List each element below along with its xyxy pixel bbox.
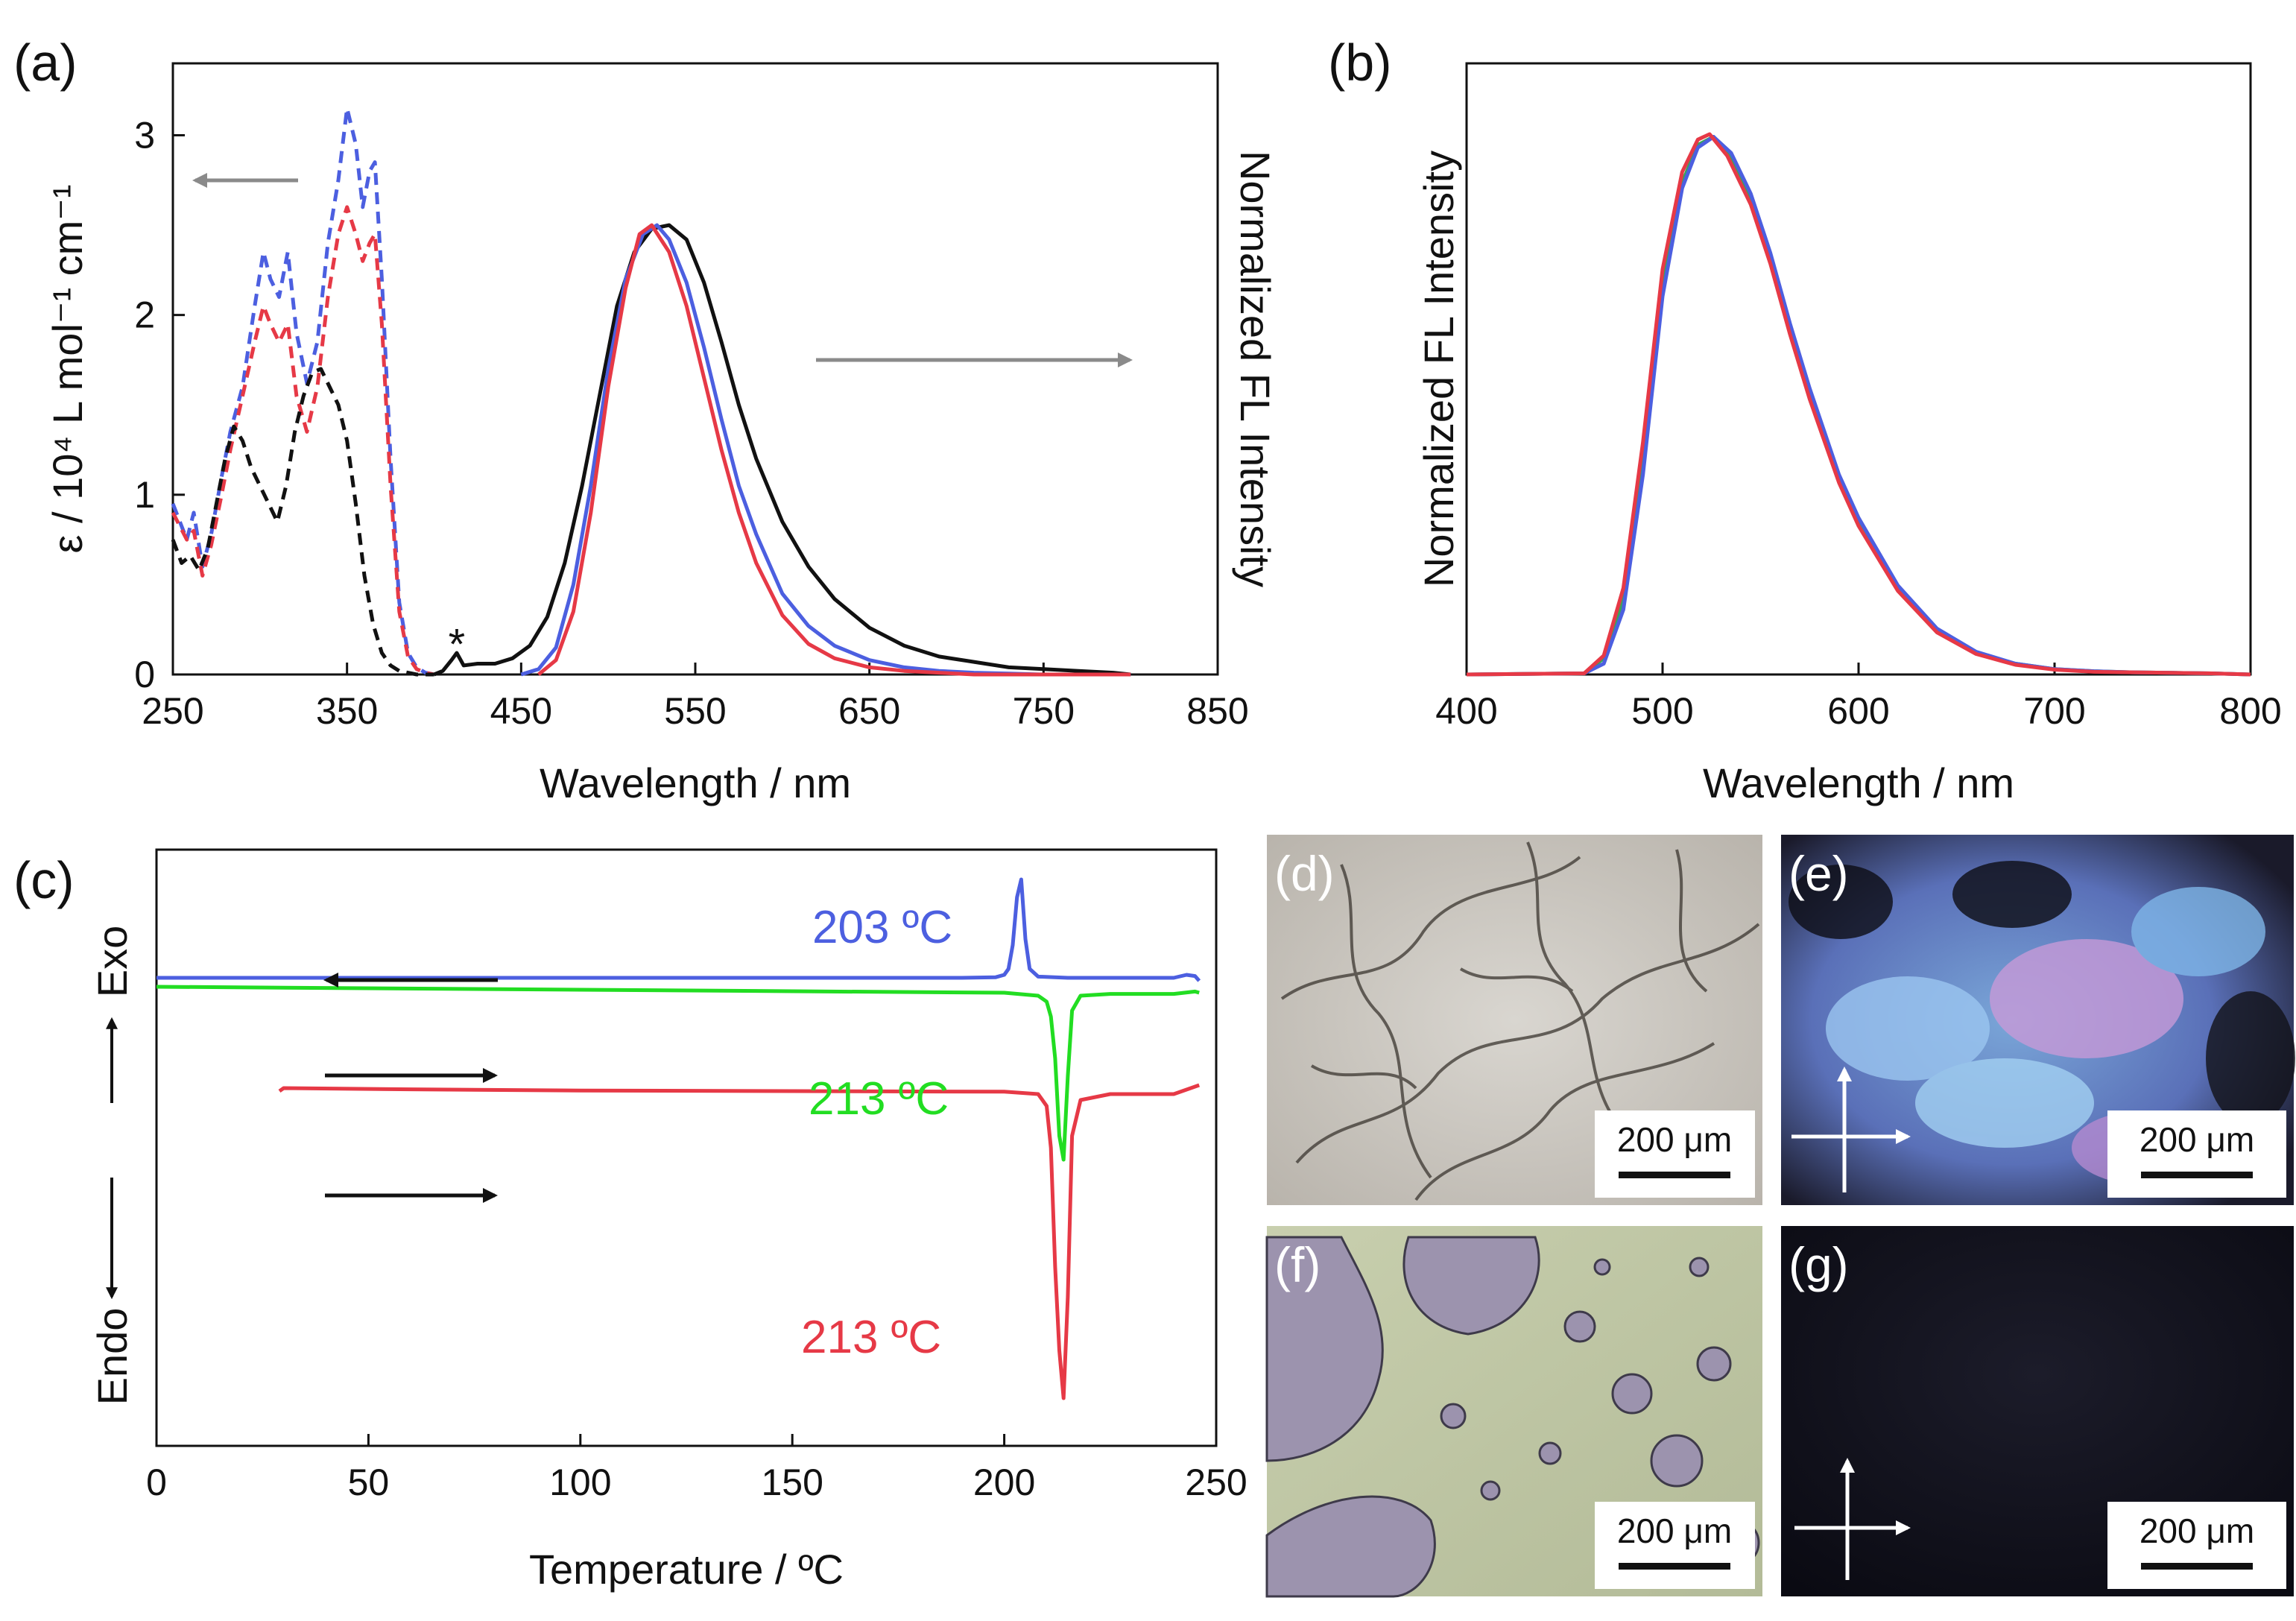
series-fl-red xyxy=(537,223,1131,677)
panel-b-frame xyxy=(1465,62,2252,676)
micrograph-f-droplets xyxy=(1265,1236,1760,1598)
micrograph-e-scale-text: 200 μm xyxy=(2140,1120,2254,1159)
panel-a-series xyxy=(171,106,1131,677)
micrograph-d-label: (d) xyxy=(1274,846,1335,901)
micrograph-d: 200 μm (d) xyxy=(1267,835,1762,1205)
x-tick-label: 150 xyxy=(761,1462,823,1503)
series-absorption-black xyxy=(171,367,434,677)
raman-peak-annotation: * xyxy=(449,621,466,669)
panel-a-ylabel: ε / 10⁴ L mol⁻¹ cm⁻¹ xyxy=(44,184,91,553)
micrograph-g: 200 μm (g) xyxy=(1781,1226,2294,1596)
x-tick-label: 550 xyxy=(664,690,726,732)
panel-c-label: (c) xyxy=(13,851,75,909)
series-fl-red xyxy=(1466,132,2251,677)
series-absorption-blue xyxy=(171,106,435,677)
series-dsc-cooling-blue xyxy=(156,877,1201,982)
x-tick-label: 450 xyxy=(490,690,552,732)
x-tick-label: 200 xyxy=(973,1462,1035,1503)
series-fl-black xyxy=(433,223,1131,677)
micrograph-e-label: (e) xyxy=(1789,846,1849,901)
x-tick-label: 800 xyxy=(2219,690,2281,732)
series-absorption-red xyxy=(171,205,435,677)
panel-a-label: (a) xyxy=(13,34,78,92)
x-tick-label: 750 xyxy=(1013,690,1075,732)
micrograph-f-scale-text: 200 μm xyxy=(1617,1511,1732,1550)
exo-label: Exo xyxy=(89,926,136,998)
micrograph-f-scale-bar xyxy=(1619,1563,1730,1570)
micrograph-f-label: (f) xyxy=(1274,1237,1321,1292)
panel-a-y2label: Normalized FL Intensity xyxy=(1232,151,1279,587)
x-tick-label: 50 xyxy=(348,1462,390,1503)
panel-a: (a) 250 350 450 550 650 750 850 0 1 2 3 Wavelength… xyxy=(13,34,1279,806)
x-tick-label: 250 xyxy=(1185,1462,1247,1503)
x-tick-label: 400 xyxy=(1435,690,1497,732)
x-tick-label: 600 xyxy=(1827,690,1889,732)
panel-b-series xyxy=(1466,132,2251,677)
x-tick-label: 250 xyxy=(142,690,203,732)
panel-b-label: (b) xyxy=(1328,34,1392,92)
panel-c-frame xyxy=(155,848,1218,1447)
panel-a-ticks: 250 350 450 550 650 750 850 0 1 2 3 xyxy=(134,114,1249,732)
panel-b-ticks: 400 500 600 700 800 xyxy=(1435,663,2282,732)
micrograph-e: 200 μm (e) xyxy=(1781,835,2295,1205)
micrograph-f-scale-box xyxy=(1595,1502,1755,1589)
panel-c-xlabel: Temperature / ºC xyxy=(529,1546,844,1593)
micrograph-d-texture xyxy=(1280,841,1760,1201)
peak-label-dsc-cooling-blue: 203 ºC xyxy=(812,902,952,953)
x-tick-label: 350 xyxy=(316,690,378,732)
x-tick-label: 0 xyxy=(146,1462,167,1503)
y-tick-label: 2 xyxy=(134,294,155,336)
micrograph-g-scale-text: 200 μm xyxy=(2140,1511,2254,1550)
series-fl-blue xyxy=(520,223,1131,677)
x-tick-label: 850 xyxy=(1186,690,1248,732)
micrograph-e-scale-box xyxy=(2107,1110,2286,1198)
panel-b: (b) 400 500 600 700 800 Wavelength / nm Norm… xyxy=(1328,34,2282,806)
micrograph-d-scale-box xyxy=(1595,1110,1755,1198)
peak-label-dsc-heating-green: 213 ºC xyxy=(809,1073,949,1125)
micrograph-g-scale-box xyxy=(2107,1502,2286,1589)
x-tick-label: 500 xyxy=(1631,690,1693,732)
x-tick-label: 650 xyxy=(838,690,900,732)
series-dsc-heating-green xyxy=(156,985,1200,1162)
panel-a-frame xyxy=(171,62,1219,676)
panel-b-ylabel: Normalized FL Intensity xyxy=(1415,151,1462,587)
micrograph-d-scale-bar xyxy=(1619,1172,1730,1178)
y-tick-label: 3 xyxy=(134,114,155,156)
panel-a-xlabel: Wavelength / nm xyxy=(540,759,851,806)
peak-label-dsc-heating-red: 213 ºC xyxy=(801,1312,941,1363)
series-dsc-heating-red xyxy=(278,1083,1201,1400)
series-fl-green xyxy=(1466,135,2251,677)
panel-b-xlabel: Wavelength / nm xyxy=(1703,759,2014,806)
panel-c-ticks: 0 50 100 150 200 250 xyxy=(146,1434,1247,1503)
panel-c: (c) 0 50 100 150 200 250 203 ºC 213 ºC 213 ºC T… xyxy=(13,848,1247,1593)
micrograph-d-scale-text: 200 μm xyxy=(1617,1120,1732,1159)
x-tick-label: 100 xyxy=(549,1462,611,1503)
micrograph-e-scale-bar xyxy=(2141,1172,2253,1178)
micrograph-g-scale-bar xyxy=(2141,1563,2253,1570)
endo-label: Endo xyxy=(89,1308,136,1406)
y-tick-label: 0 xyxy=(134,654,155,695)
y-tick-label: 1 xyxy=(134,474,155,516)
micrograph-g-label: (g) xyxy=(1789,1237,1849,1292)
panel-c-series xyxy=(156,877,1201,1400)
x-tick-label: 700 xyxy=(2023,690,2085,732)
series-fl-blue xyxy=(1466,135,2251,677)
panel-c-peak-labels: 203 ºC 213 ºC 213 ºC xyxy=(801,902,952,1363)
micrograph-f: 200 μm (f) xyxy=(1265,1226,1762,1598)
